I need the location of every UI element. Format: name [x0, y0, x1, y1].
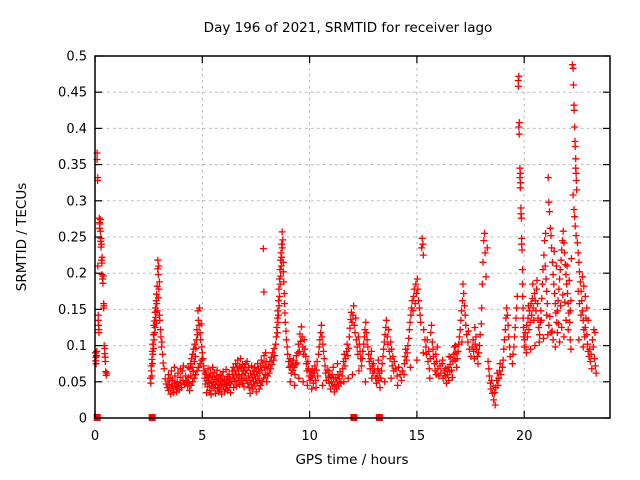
chart-title: Day 196 of 2021, SRMTID for receiver lag…	[203, 20, 493, 36]
y-tick-label: 0.35	[58, 158, 87, 173]
data-points	[91, 61, 600, 409]
x-tick-label: 0	[91, 429, 99, 444]
x-tick-label: 10	[301, 429, 318, 444]
x-tick-label: 5	[198, 429, 206, 444]
y-tick-label: 0.5	[66, 50, 87, 65]
y-tick-label: 0.25	[58, 231, 87, 246]
y-tick-label: 0.2	[66, 267, 87, 282]
plot-border	[94, 55, 611, 419]
y-tick-label: 0.05	[58, 375, 87, 390]
x-tick-label: 20	[516, 429, 533, 444]
x-tick-label: 15	[409, 429, 426, 444]
y-tick-label: 0.1	[66, 339, 87, 354]
y-tick-label: 0.3	[66, 194, 87, 209]
y-tick-label: 0.45	[58, 86, 87, 101]
x-axis-label: GPS time / hours	[295, 452, 409, 468]
y-tick-label: 0.4	[66, 122, 87, 137]
y-tick-label: 0.15	[58, 303, 87, 318]
y-tick-label: 0	[79, 412, 87, 427]
